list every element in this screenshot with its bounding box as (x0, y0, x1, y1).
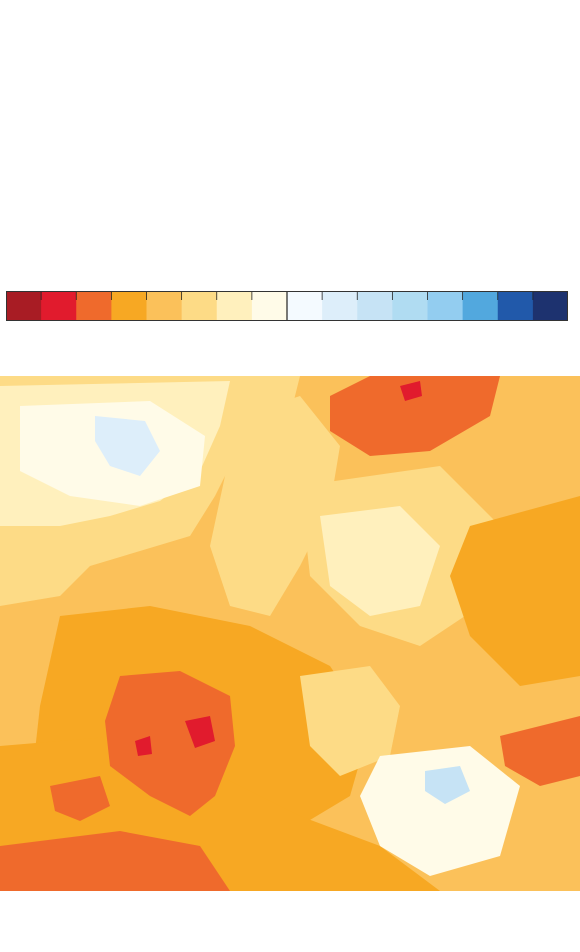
baltic-cream-area (320, 506, 440, 616)
turkey-near-white-area (360, 746, 520, 876)
balkans-pale-area (300, 666, 400, 776)
scandinavia-pale-area (210, 396, 340, 616)
legend-swatch (41, 291, 77, 321)
legend-swatch (462, 291, 499, 321)
legend-swatch (146, 291, 183, 321)
legend-swatch (357, 291, 393, 321)
legend-swatch (532, 291, 568, 321)
legend-swatch (6, 291, 42, 321)
middle-east-red-orange-area (500, 716, 580, 786)
color-scale-legend (6, 291, 568, 321)
temperature-anomaly-map (0, 376, 580, 891)
legend-swatch (181, 291, 218, 321)
alps-hotspot-1 (185, 716, 215, 748)
alps-hotspot-2 (135, 736, 152, 756)
legend-swatch (76, 291, 112, 321)
spain-red-orange-patch (50, 776, 110, 821)
turkey-blue-patch (425, 766, 470, 804)
legend-swatch (497, 291, 534, 321)
legend-swatch (427, 291, 464, 321)
arctic-russia-red-orange-area (330, 376, 500, 456)
arctic-hotspot (400, 381, 422, 401)
legend-border (6, 291, 568, 321)
legend-swatch (287, 291, 323, 321)
france-red-orange-area (105, 671, 235, 816)
legend-swatch (392, 291, 429, 321)
north-africa-red-orange-area (0, 831, 230, 891)
iceland-blue-patch (95, 416, 160, 476)
legend-swatch (322, 291, 358, 321)
legend-swatch (111, 291, 148, 321)
east-orange-area (450, 496, 580, 686)
legend-swatch (216, 291, 253, 321)
legend-swatch (251, 291, 288, 321)
